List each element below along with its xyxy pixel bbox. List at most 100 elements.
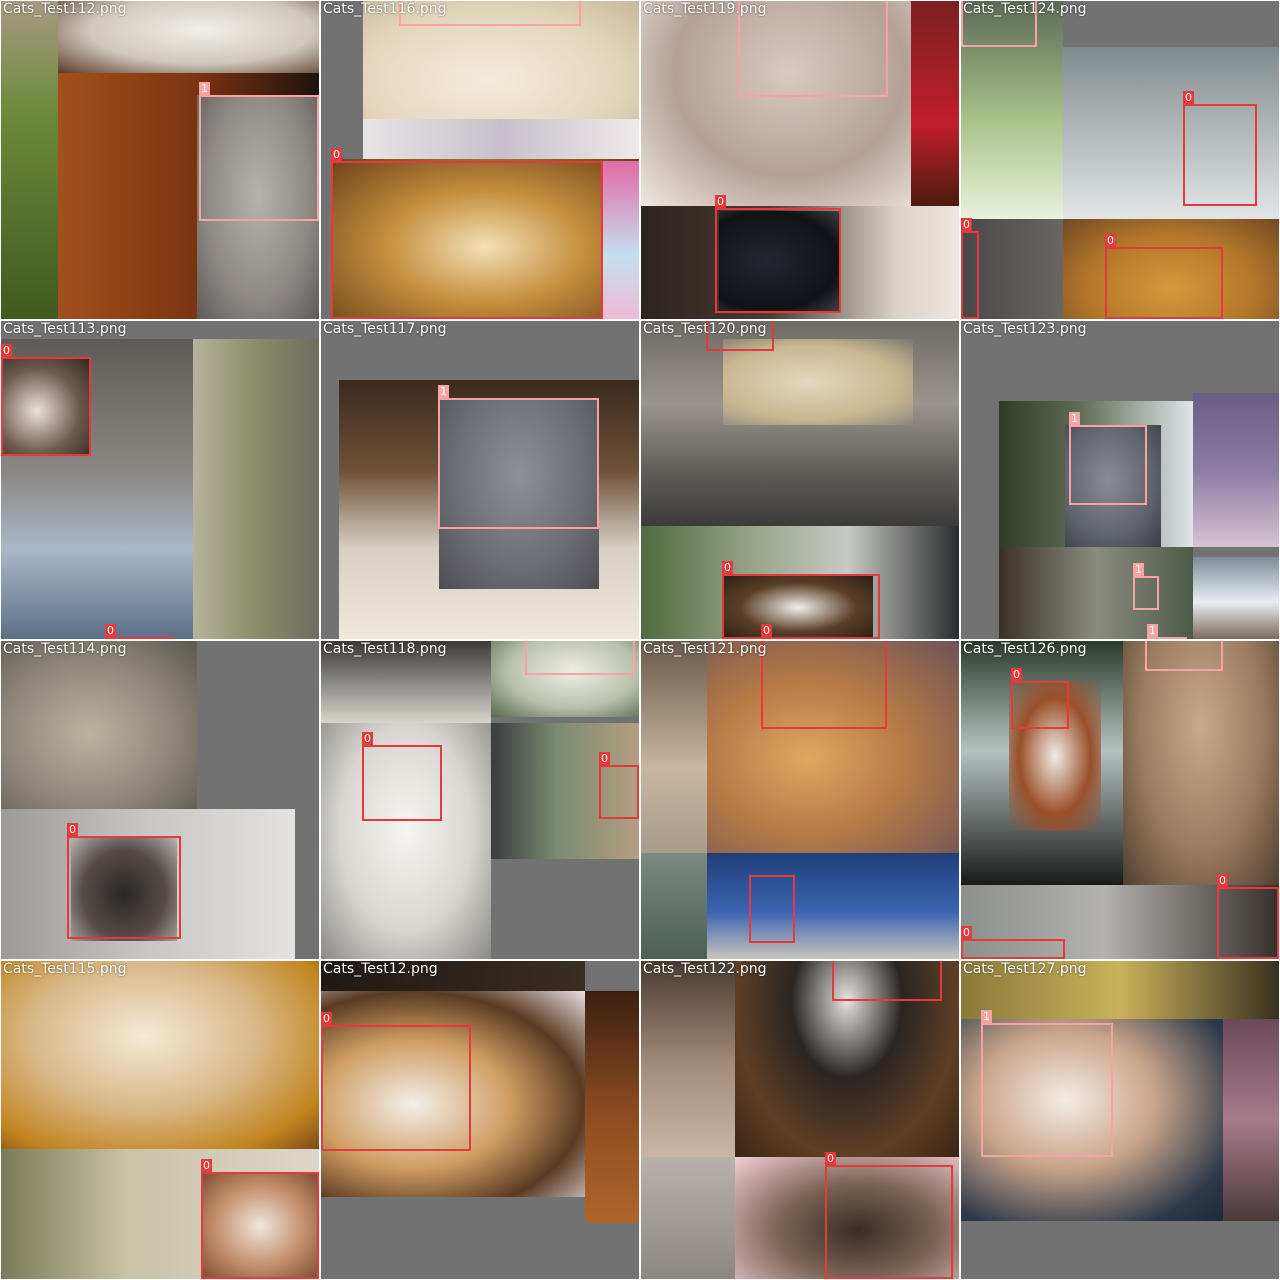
mosaic-tile: 0 0 0 Cats_Test124.png: [961, 1, 1279, 319]
tile-caption: Cats_Test112.png: [3, 1, 127, 17]
class-label: 0: [1217, 874, 1228, 887]
photo-region: [1123, 641, 1279, 885]
photo-region: [197, 95, 319, 319]
tile-caption: Cats_Test123.png: [963, 321, 1087, 337]
photo-region: [961, 885, 1279, 959]
photo-region: [193, 339, 319, 639]
photo-region: [1, 357, 91, 455]
detection-box: 0: [331, 148, 603, 319]
detection-box: 0: [1183, 91, 1257, 206]
photo-region: [961, 1019, 1223, 1221]
detection-box: 0: [961, 926, 1065, 959]
photo-region: [641, 961, 735, 1157]
detection-box: 0: [715, 195, 841, 313]
mosaic-tile: 0 0 0 Cats_Test120.png: [641, 321, 959, 639]
mosaic-tile: 0 Cats_Test119.png: [641, 1, 959, 319]
class-label: 0: [201, 1159, 212, 1172]
tile-caption: Cats_Test127.png: [963, 961, 1087, 977]
class-label: 0: [362, 732, 373, 745]
mosaic-tile: 1 Cats_Test117.png: [321, 321, 639, 639]
photo-region: [1, 1, 58, 319]
photo-region: [1193, 393, 1279, 547]
detection-box: 0: [105, 624, 175, 639]
photo-region: [201, 1173, 319, 1279]
photo-region: [321, 961, 585, 991]
class-label: 1: [981, 1010, 992, 1023]
mosaic-tile: 0 Cats_Test116.png: [321, 1, 639, 319]
class-label: 0: [825, 1152, 836, 1165]
photo-region: [707, 641, 959, 853]
photo-region: [321, 641, 491, 723]
tile-caption: Cats_Test121.png: [643, 641, 767, 657]
mosaic-tile: 1 Cats_Test112.png: [1, 1, 319, 319]
photo-region: [363, 119, 639, 161]
photo-region: [735, 961, 959, 1157]
detection-box: 0: [1105, 234, 1223, 319]
photo-region: [961, 1, 1063, 219]
class-label: 0: [331, 148, 342, 161]
detection-box: 1: [1147, 624, 1187, 639]
detection-box: [749, 875, 795, 943]
photo-region: [1223, 1019, 1279, 1221]
mosaic-tile: 0 0 Cats_Test113.png: [1, 321, 319, 639]
tile-caption: Cats_Test122.png: [643, 961, 767, 977]
detection-box: 0: [362, 732, 442, 821]
detection-box: 0: [67, 823, 181, 939]
class-label: 0: [1, 344, 12, 357]
photo-region: [58, 1, 319, 73]
mosaic-tile: 0 Cats_Test115.png: [1, 961, 319, 1279]
detection-box: 1: [199, 82, 319, 221]
photo-region: [1063, 219, 1279, 319]
class-label: 0: [722, 561, 733, 574]
detection-box: [399, 1, 581, 26]
photo-region: [585, 991, 639, 1223]
class-label: 0: [961, 218, 972, 231]
photo-region: [641, 853, 707, 959]
detection-box: 0: [706, 321, 774, 351]
detection-box: 0: [761, 624, 791, 639]
class-label: 0: [321, 1012, 332, 1025]
photo-region: [735, 1157, 959, 1279]
class-label: 0: [1011, 668, 1022, 681]
mosaic-tile: 1 1 1 Cats_Test123.png: [961, 321, 1279, 639]
class-label: 0: [67, 823, 78, 836]
photo-region: [1009, 681, 1101, 831]
detection-box: 1: [525, 641, 635, 675]
mosaic-tile: 1 0 0 Cats_Test118.png: [321, 641, 639, 959]
photo-region: [491, 723, 639, 859]
mosaic-tile: 0 0 Cats_Test122.png: [641, 961, 959, 1279]
detection-box: 1: [1069, 412, 1147, 505]
class-label: 0: [761, 624, 772, 637]
class-label: 1: [1147, 624, 1158, 637]
detection-box: 0: [1, 344, 91, 456]
photo-region: [1, 641, 197, 809]
photo-region: [1063, 47, 1279, 219]
detection-box: 0: [825, 1152, 953, 1279]
detection-box: 1: [981, 1010, 1113, 1157]
detection-box: 0: [1011, 668, 1069, 729]
detection-box: 0: [599, 752, 639, 819]
tile-caption: Cats_Test115.png: [3, 961, 127, 977]
photo-region: [641, 1, 911, 206]
detection-box: [738, 1, 888, 97]
mosaic-tile: 0 0 0 Cats_Test126.png: [961, 641, 1279, 959]
class-label: 0: [105, 624, 116, 637]
tile-caption: Cats_Test12.png: [323, 961, 438, 977]
detection-box: 0: [832, 961, 942, 1001]
detection-box: 0: [1217, 874, 1279, 959]
photo-region: [439, 399, 599, 589]
mosaic-tile: 0 Cats_Test12.png: [321, 961, 639, 1279]
detection-box: [961, 1, 1037, 47]
mosaic-tile: 0 Cats_Test114.png: [1, 641, 319, 959]
class-label: 1: [199, 82, 210, 95]
tile-caption: Cats_Test113.png: [3, 321, 127, 337]
photo-region: [601, 161, 639, 319]
detection-box: [1145, 641, 1223, 671]
detection-box: 1: [1133, 563, 1159, 610]
photo-region: [723, 576, 873, 639]
photo-region: [331, 159, 639, 319]
mosaic-tile: 0 Cats_Test121.png: [641, 641, 959, 959]
tile-caption: Cats_Test116.png: [323, 1, 447, 17]
tile-caption: Cats_Test114.png: [3, 641, 127, 657]
